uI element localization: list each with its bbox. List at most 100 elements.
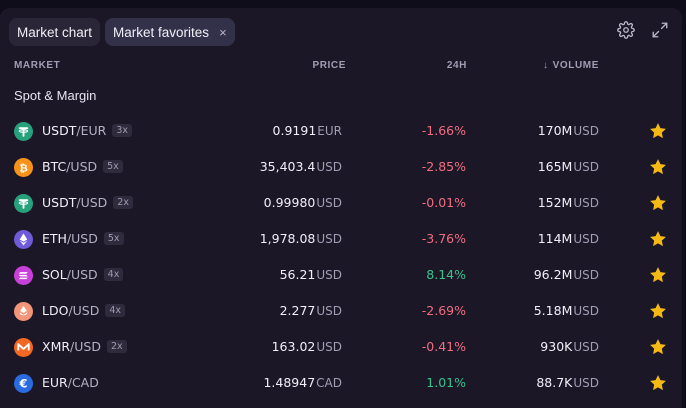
- price-unit: USD: [316, 268, 342, 282]
- price-unit: EUR: [317, 124, 342, 138]
- usdt-icon: [14, 194, 33, 213]
- market-row-eth-usd[interactable]: ETH/USD 5x 1,978.08USD -3.76% 114MUSD: [0, 222, 682, 258]
- volume-number: 96.2M: [533, 267, 573, 282]
- tab-bar: Market chart Market favorites ×: [9, 18, 235, 46]
- pair-quote: /USD: [66, 231, 98, 246]
- market-pair[interactable]: ETH/USD 5x: [42, 231, 124, 246]
- volume-number: 165M: [537, 159, 573, 174]
- change-24h: -0.41%: [421, 339, 466, 354]
- favorite-star-icon[interactable]: [648, 301, 668, 321]
- pair-quote: /EUR: [76, 123, 107, 138]
- market-row-usdt-usd[interactable]: USDT/USD 2x 0.99980USD -0.01% 152MUSD: [0, 186, 682, 222]
- panel-tools: [616, 20, 670, 40]
- market-row-btc-usd[interactable]: ₿ BTC/USD 5x 35,403.4USD -2.85% 165MUSD: [0, 150, 682, 186]
- market-pair[interactable]: LDO/USD 4x: [42, 303, 126, 318]
- market-row-eur-cad[interactable]: € EUR/CAD 1.48947CAD 1.01% 88.7KUSD: [0, 366, 682, 402]
- close-icon[interactable]: ×: [219, 24, 227, 40]
- usdt-icon: [14, 122, 33, 141]
- pair-base: EUR: [42, 375, 68, 390]
- market-pair[interactable]: EUR/CAD: [42, 375, 99, 390]
- market-row-sol-usd[interactable]: SOL/USD 4x 56.21USD 8.14% 96.2MUSD: [0, 258, 682, 294]
- change-24h: -3.76%: [421, 231, 466, 246]
- volume-unit: USD: [573, 232, 599, 246]
- price-number: 56.21: [279, 267, 316, 282]
- xmr-icon: [14, 338, 33, 357]
- favorite-star-icon[interactable]: [648, 337, 668, 357]
- price-unit: USD: [316, 196, 342, 210]
- pair-quote: /USD: [66, 159, 98, 174]
- favorite-star-icon[interactable]: [648, 229, 668, 249]
- section-title: Spot & Margin: [14, 88, 97, 103]
- price-unit: USD: [316, 232, 342, 246]
- tab-market-chart[interactable]: Market chart: [9, 18, 101, 46]
- market-row-xmr-usd[interactable]: XMR/USD 2x 163.02USD -0.41% 930KUSD: [0, 330, 682, 366]
- market-list: USDT/EUR 3x 0.9191EUR -1.66% 170MUSD ₿ BTC/USD…: [0, 114, 682, 402]
- change-24h: 1.01%: [426, 375, 466, 390]
- svg-text:€: €: [19, 376, 28, 390]
- pair-quote: /USD: [76, 195, 108, 210]
- favorite-star-icon[interactable]: [648, 121, 668, 141]
- column-price[interactable]: PRICE: [312, 60, 346, 71]
- price-unit: USD: [316, 340, 342, 354]
- ldo-icon: [14, 302, 33, 321]
- eth-icon: [14, 230, 33, 249]
- leverage-badge: 4x: [103, 268, 124, 281]
- volume-unit: USD: [573, 376, 599, 390]
- column-market[interactable]: MARKET: [14, 60, 61, 71]
- pair-base: USDT: [42, 123, 77, 138]
- change-24h: -2.69%: [421, 303, 466, 318]
- price-unit: CAD: [316, 376, 342, 390]
- change-24h: -2.85%: [421, 159, 466, 174]
- sol-icon: [14, 266, 33, 285]
- change-24h: 8.14%: [426, 267, 466, 282]
- price-number: 1.48947: [263, 375, 316, 390]
- volume-number: 930K: [540, 339, 573, 354]
- gear-icon[interactable]: [616, 20, 636, 40]
- favorite-star-icon[interactable]: [648, 157, 668, 177]
- leverage-badge: 5x: [103, 232, 124, 245]
- price-unit: USD: [316, 160, 342, 174]
- market-row-ldo-usd[interactable]: LDO/USD 4x 2.277USD -2.69% 5.18MUSD: [0, 294, 682, 330]
- expand-icon[interactable]: [650, 20, 670, 40]
- volume-number: 88.7K: [536, 375, 573, 390]
- favorite-star-icon[interactable]: [648, 373, 668, 393]
- price-value: 2.277USD: [280, 303, 342, 318]
- volume-value: 96.2MUSD: [534, 267, 599, 282]
- pair-quote: /USD: [66, 267, 98, 282]
- pair-quote: /USD: [70, 339, 101, 354]
- market-pair[interactable]: USDT/USD 2x: [42, 195, 133, 210]
- tab-market-favorites[interactable]: Market favorites ×: [105, 18, 235, 46]
- column-volume[interactable]: ↓ VOLUME: [543, 60, 599, 71]
- price-number: 2.277: [279, 303, 316, 318]
- change-24h: -1.66%: [421, 123, 466, 138]
- favorite-star-icon[interactable]: [648, 193, 668, 213]
- volume-value: 88.7KUSD: [536, 375, 599, 390]
- volume-value: 165MUSD: [538, 159, 599, 174]
- volume-number: 170M: [537, 123, 573, 138]
- volume-value: 5.18MUSD: [534, 303, 599, 318]
- volume-value: 170MUSD: [538, 123, 599, 138]
- btc-icon: ₿: [14, 158, 33, 177]
- market-pair[interactable]: USDT/EUR 3x: [42, 123, 132, 138]
- market-pair[interactable]: XMR/USD 2x: [42, 339, 127, 354]
- price-value: 35,403.4USD: [260, 159, 342, 174]
- volume-unit: USD: [573, 124, 599, 138]
- volume-unit: USD: [573, 196, 599, 210]
- svg-text:₿: ₿: [19, 162, 28, 174]
- column-24h[interactable]: 24H: [446, 60, 467, 71]
- price-number: 0.9191: [272, 123, 317, 138]
- volume-number: 5.18M: [533, 303, 573, 318]
- price-number: 0.99980: [263, 195, 316, 210]
- pair-base: ETH: [42, 231, 67, 246]
- leverage-badge: 2x: [106, 340, 127, 353]
- volume-number: 114M: [537, 231, 573, 246]
- market-row-usdt-eur[interactable]: USDT/EUR 3x 0.9191EUR -1.66% 170MUSD: [0, 114, 682, 150]
- sort-arrow-icon: ↓: [543, 60, 549, 71]
- market-pair[interactable]: SOL/USD 4x: [42, 267, 124, 282]
- price-value: 163.02USD: [272, 339, 342, 354]
- leverage-badge: 2x: [113, 196, 133, 209]
- market-pair[interactable]: BTC/USD 5x: [42, 159, 123, 174]
- tab-label: Market chart: [17, 24, 93, 40]
- pair-base: SOL: [42, 267, 67, 282]
- favorite-star-icon[interactable]: [648, 265, 668, 285]
